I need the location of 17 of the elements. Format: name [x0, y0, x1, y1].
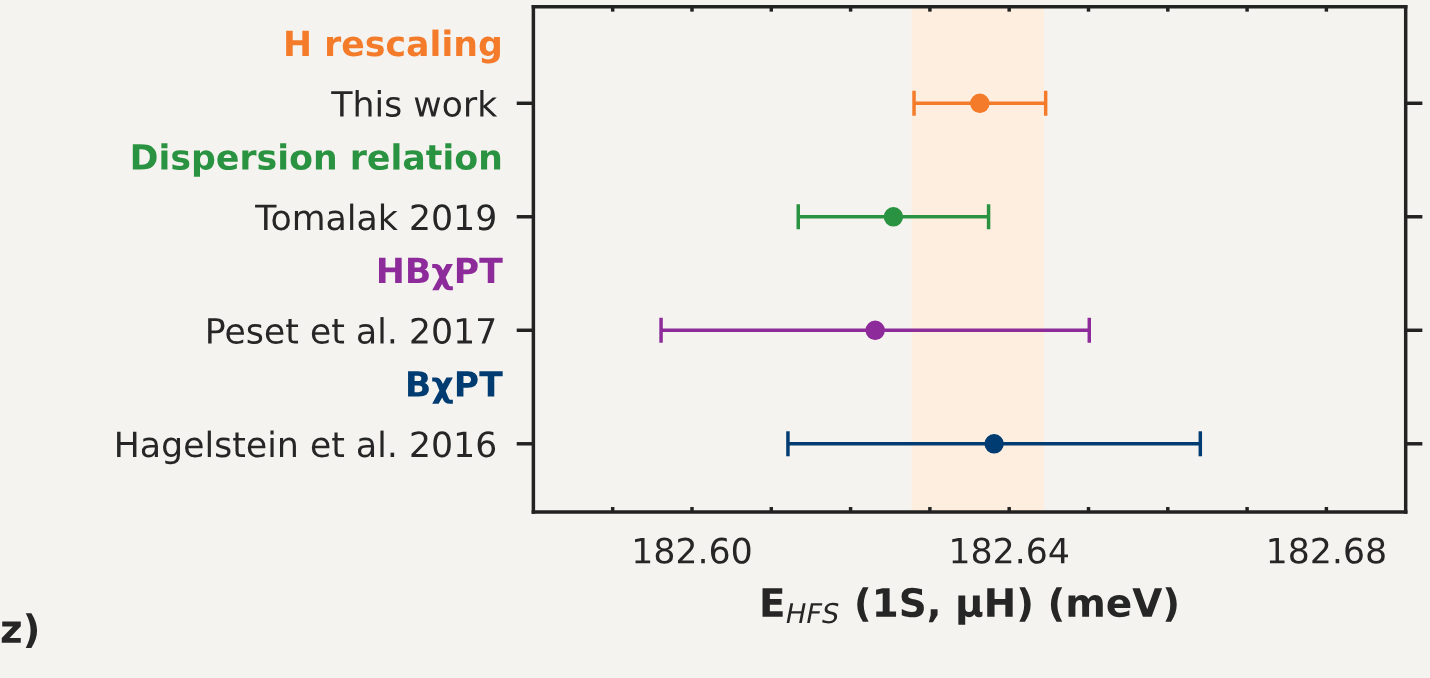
- y-tick-label: Peset et al. 2017: [208, 317, 495, 344]
- x-axis-title: E$_{HFS}$ (1S, μH) (meV): [762, 587, 1177, 625]
- text: H rescaling: [286, 29, 500, 64]
- text: z): [1, 613, 38, 648]
- point: [970, 93, 990, 113]
- y-tick-label: This work: [331, 90, 498, 117]
- x-tick-label: 182.64: [952, 537, 1068, 564]
- y-tick-label: Hagelstein et al. 2016: [117, 430, 496, 465]
- point: [984, 434, 1004, 454]
- text: BχPT: [408, 371, 503, 404]
- x-tick-label: 182.60: [635, 537, 751, 564]
- point: [883, 207, 904, 227]
- point: [865, 320, 885, 341]
- text: Dispersion relation: [132, 143, 501, 177]
- x-tick-label: 182.68: [1269, 537, 1385, 564]
- text: HBχPT: [378, 257, 503, 291]
- y-tick-label: Tomalak 2019: [255, 203, 495, 231]
